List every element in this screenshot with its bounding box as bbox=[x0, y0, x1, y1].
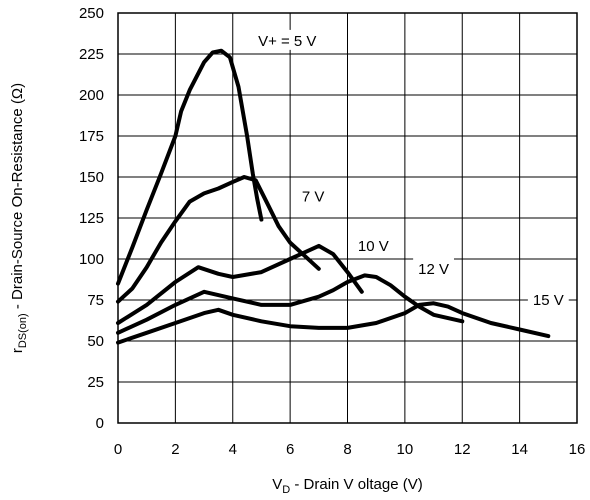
series-line-v-5-v bbox=[116, 48, 264, 286]
y-tick-label: 25 bbox=[87, 374, 104, 391]
x-tick-label: 4 bbox=[229, 441, 237, 458]
curve-label-10-v: 10 V bbox=[358, 238, 389, 255]
y-axis-title-suffix: - Drain-Source On-Resistance (Ω) bbox=[9, 83, 26, 313]
x-tick-label: 16 bbox=[569, 441, 586, 458]
series-line-10-v bbox=[116, 243, 364, 325]
x-tick-label: 2 bbox=[171, 441, 179, 458]
x-tick-label: 12 bbox=[454, 441, 471, 458]
y-tick-label: 75 bbox=[87, 292, 104, 309]
y-tick-label: 175 bbox=[79, 128, 104, 145]
plot-frame bbox=[117, 12, 578, 424]
curve-label-15-v: 15 V bbox=[533, 292, 564, 309]
y-tick-label: 50 bbox=[87, 333, 104, 350]
curve-label-7-v: 7 V bbox=[302, 189, 325, 206]
curve-label-12-v: 12 V bbox=[418, 261, 449, 278]
y-tick-label: 125 bbox=[79, 210, 104, 227]
y-tick-label: 0 bbox=[96, 415, 104, 432]
x-tick-label: 10 bbox=[397, 441, 414, 458]
curve-label-masks bbox=[253, 29, 569, 309]
y-tick-label: 225 bbox=[79, 46, 104, 63]
y-axis-title: rDS(on) - Drain-Source On-Resistance (Ω) bbox=[9, 83, 29, 353]
series-line-15-v bbox=[116, 301, 551, 345]
curve-label-v-5-v: V+ = 5 V bbox=[258, 33, 316, 50]
x-tick-label: 0 bbox=[114, 441, 122, 458]
curve-label-background bbox=[527, 289, 569, 309]
curve-label-background bbox=[352, 234, 394, 255]
y-axis-title-prefix: r bbox=[9, 348, 26, 353]
y-tick-label: 100 bbox=[79, 251, 104, 268]
curve-label-background bbox=[296, 185, 330, 206]
grid bbox=[118, 13, 577, 423]
curve-labels: V+ = 5 V 7 V 10 V 12 V 15 V bbox=[258, 33, 564, 309]
series-line-7-v bbox=[116, 175, 321, 304]
series-group bbox=[116, 48, 551, 345]
x-axis-title: VD - Drain V oltage (V) bbox=[272, 476, 423, 496]
y-tick-label: 200 bbox=[79, 87, 104, 104]
y-tick-label: 250 bbox=[79, 5, 104, 22]
y-axis-ticks: 0 25 50 75 100 125 150 175 200 225 250 bbox=[79, 5, 104, 432]
x-tick-label: 8 bbox=[343, 441, 351, 458]
y-tick-label: 150 bbox=[79, 169, 104, 186]
curve-label-background bbox=[253, 29, 322, 50]
x-axis-title-prefix: V bbox=[272, 476, 282, 493]
x-axis-title-subscript: D bbox=[282, 484, 290, 496]
x-tick-label: 6 bbox=[286, 441, 294, 458]
x-axis-ticks: 0 2 4 6 8 10 12 14 16 bbox=[114, 441, 586, 458]
x-tick-label: 14 bbox=[511, 441, 528, 458]
x-axis-title-suffix: - Drain V oltage (V) bbox=[290, 476, 423, 493]
series-line-12-v bbox=[116, 273, 465, 335]
curve-label-background bbox=[413, 257, 454, 278]
y-axis-title-subscript: DS(on) bbox=[17, 313, 29, 348]
